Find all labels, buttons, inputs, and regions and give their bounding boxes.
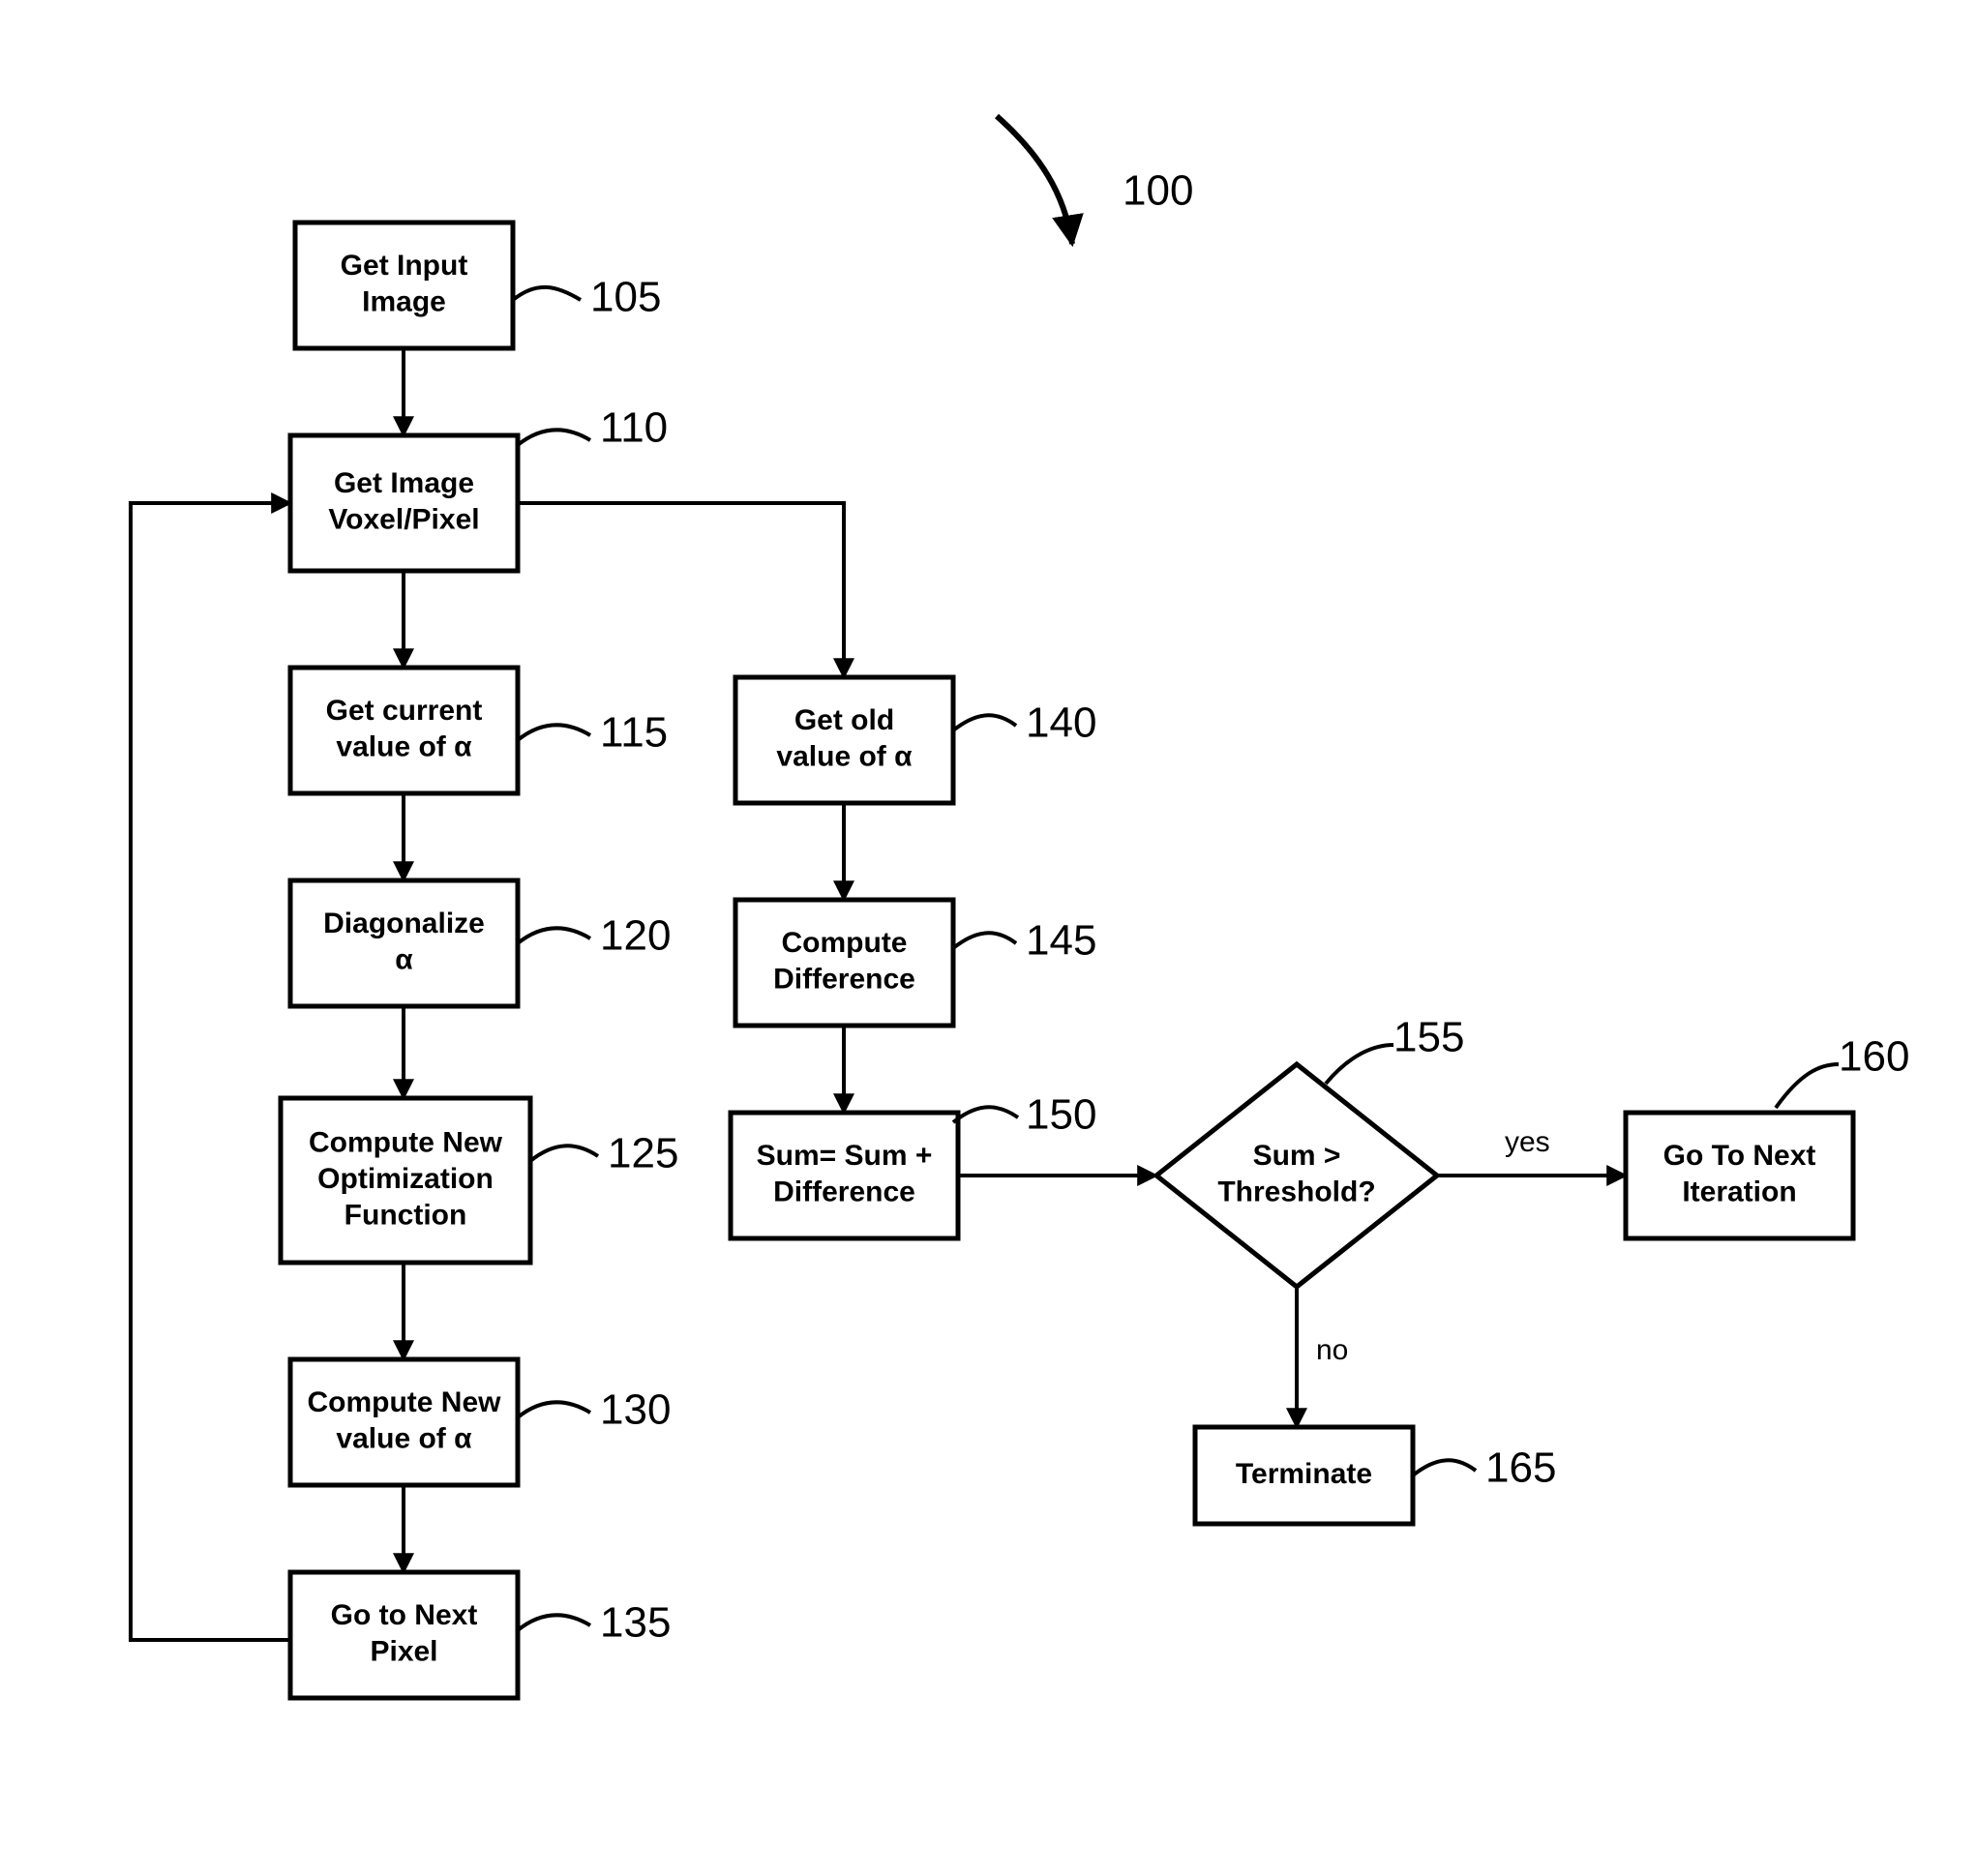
node-text: Get current xyxy=(326,695,483,727)
node-text: Image xyxy=(362,286,446,318)
ref-number: 140 xyxy=(1026,700,1096,747)
node-text: Compute New xyxy=(307,1386,501,1418)
ref-leader xyxy=(530,1146,598,1161)
node-text: Difference xyxy=(773,1176,915,1208)
ref-leader xyxy=(513,287,581,300)
flow-node-n110: Get Image Voxel/Pixel 110 xyxy=(290,404,668,571)
flow-node-n165: Terminate 165 xyxy=(1195,1427,1556,1524)
edge-label: no xyxy=(1316,1334,1348,1366)
node-text: Terminate xyxy=(1236,1458,1372,1490)
node-text: Compute New xyxy=(309,1126,503,1158)
ref-number: 110 xyxy=(600,404,668,452)
node-text: Optimization xyxy=(317,1163,494,1195)
ref-number: 115 xyxy=(600,709,668,757)
ref-number: 150 xyxy=(1026,1091,1096,1139)
node-text: value of α xyxy=(776,741,913,773)
ref-leader xyxy=(518,1615,590,1630)
ref-number: 155 xyxy=(1393,1014,1464,1061)
node-text: Voxel/Pixel xyxy=(328,504,479,536)
flow-node-n130: Compute New value of α 130 xyxy=(290,1359,671,1485)
node-text: Sum > xyxy=(1253,1140,1341,1172)
ref-number: 105 xyxy=(590,274,661,321)
ref-number: 120 xyxy=(600,912,671,960)
ref-leader xyxy=(518,430,590,445)
node-text: Get old xyxy=(794,704,894,736)
node-text: Compute xyxy=(782,927,908,959)
ref-leader xyxy=(518,928,590,943)
ref-leader xyxy=(1776,1064,1839,1108)
ref-number: 145 xyxy=(1026,917,1096,965)
node-text: value of α xyxy=(336,731,472,763)
flow-node-n140: Get old value of α 140 xyxy=(735,677,1096,803)
node-text: Iteration xyxy=(1682,1176,1796,1208)
node-text: Get Image xyxy=(334,467,474,499)
ref-leader xyxy=(953,933,1016,948)
node-text: α xyxy=(395,944,413,976)
ref-number: 165 xyxy=(1485,1444,1556,1492)
edge xyxy=(518,503,844,677)
flow-node-n145: Compute Difference 145 xyxy=(735,900,1096,1026)
edge xyxy=(131,503,290,1640)
node-text: Function xyxy=(344,1199,467,1231)
figure-arc xyxy=(997,116,1072,244)
node-text: Get Input xyxy=(341,250,468,282)
ref-leader xyxy=(953,1107,1018,1122)
figure-ref-label: 100 xyxy=(1123,167,1193,215)
flow-node-n150: Sum= Sum + Difference 150 xyxy=(731,1091,1096,1238)
ref-number: 130 xyxy=(600,1386,671,1434)
flow-node-n105: Get Input Image 105 xyxy=(295,223,661,348)
flow-node-n125: Compute New Optimization Function 125 xyxy=(281,1098,678,1263)
node-text: Difference xyxy=(773,964,915,996)
node-text: Threshold? xyxy=(1217,1176,1375,1208)
node-text: Go to Next xyxy=(331,1599,478,1631)
flow-node-n160: Go To Next Iteration 160 xyxy=(1626,1033,1909,1238)
flow-node-n155: Sum > Threshold? 155 xyxy=(1156,1014,1464,1287)
node-text: Sum= Sum + xyxy=(757,1140,933,1172)
ref-leader xyxy=(953,715,1016,730)
ref-number: 135 xyxy=(600,1599,671,1647)
flow-node-n115: Get current value of α 115 xyxy=(290,668,668,793)
ref-number: 125 xyxy=(608,1130,678,1177)
ref-leader xyxy=(518,725,590,740)
flow-node-n135: Go to Next Pixel 135 xyxy=(290,1572,671,1698)
edge-label: yes xyxy=(1505,1126,1550,1158)
flow-node-n120: Diagonalize α 120 xyxy=(290,880,671,1006)
ref-number: 160 xyxy=(1839,1033,1909,1081)
node-text: Diagonalize xyxy=(323,908,485,939)
node-text: value of α xyxy=(336,1423,472,1455)
ref-leader xyxy=(518,1402,590,1417)
node-text: Pixel xyxy=(370,1636,437,1668)
ref-leader xyxy=(1326,1045,1393,1084)
node-text: Go To Next xyxy=(1663,1140,1816,1172)
ref-leader xyxy=(1413,1460,1476,1475)
